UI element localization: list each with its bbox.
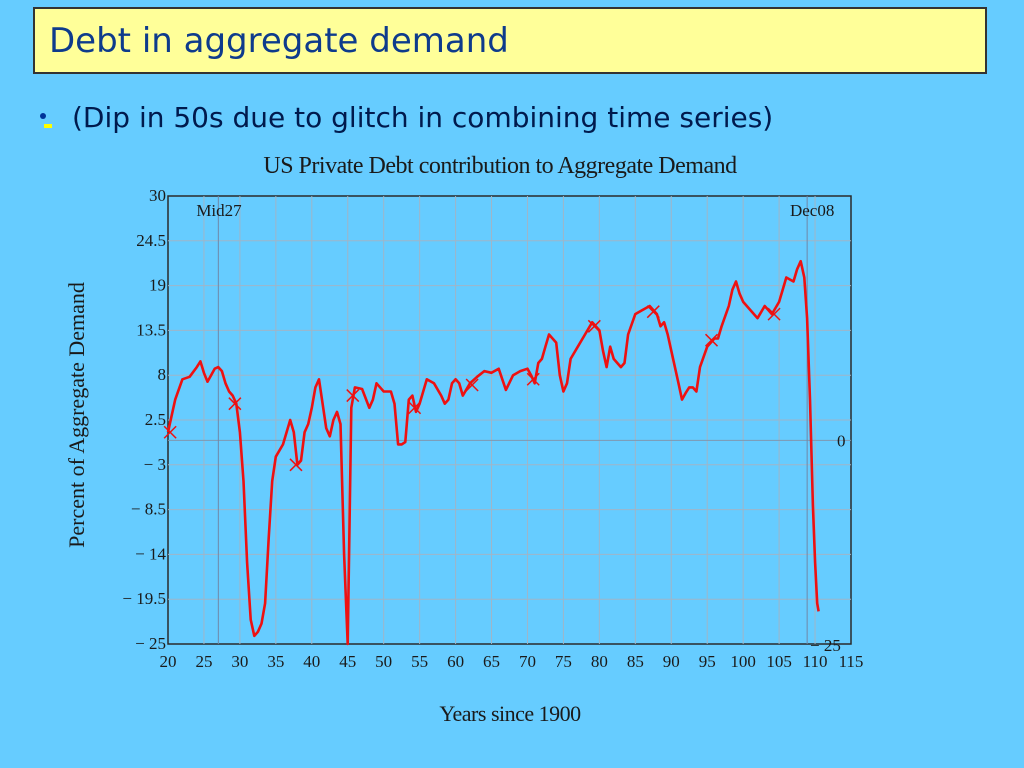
reference-lines	[168, 196, 851, 644]
series-marker	[163, 425, 177, 439]
y-tick-label: 19	[149, 276, 166, 295]
debt-series-line	[166, 259, 820, 646]
y-tick-label: 8	[158, 365, 167, 384]
bullet-text: (Dip in 50s due to glitch in combining t…	[72, 101, 774, 134]
slide-title: Debt in aggregate demand	[49, 21, 509, 61]
x-tick-label: 110	[803, 652, 828, 671]
marker-stroke	[767, 307, 781, 321]
x-tick-label: 60	[447, 652, 464, 671]
marker-stroke	[346, 389, 360, 403]
slide-title-box: Debt in aggregate demand	[33, 7, 987, 74]
marker-stroke	[704, 333, 719, 347]
series-marker	[767, 307, 781, 321]
series-marker	[704, 333, 719, 347]
x-tick-label: 85	[627, 652, 644, 671]
x-tick-label: 30	[231, 652, 248, 671]
y-tick-label: 24.5	[136, 231, 166, 250]
y-tick-label: − 3	[144, 455, 166, 474]
series-marker	[408, 401, 422, 415]
x-tick-label: 40	[303, 652, 320, 671]
x-tick-label: 80	[591, 652, 608, 671]
y-tick-label: 13.5	[136, 320, 166, 339]
series-marker	[646, 305, 660, 319]
bullet-dot	[40, 113, 46, 119]
series-marker	[465, 378, 479, 392]
right-min-label: − 25	[810, 636, 841, 655]
y-tick-label: − 14	[135, 544, 166, 563]
y-axis-label: Percent of Aggregate Demand	[64, 282, 89, 548]
marker-stroke	[408, 401, 422, 415]
x-tick-label: 25	[195, 652, 212, 671]
series-marker	[526, 372, 540, 386]
annotation-label: Mid27	[196, 201, 242, 220]
x-tick-label: 100	[730, 652, 756, 671]
x-tick-label: 55	[411, 652, 428, 671]
x-tick-label: 50	[375, 652, 392, 671]
marker-stroke	[646, 305, 660, 319]
series-marker	[228, 397, 242, 411]
y-tick-label: − 8.5	[131, 500, 166, 519]
chart-title: US Private Debt contribution to Aggregat…	[263, 153, 737, 179]
annotations: Mid27 Dec08 0 − 25	[196, 201, 845, 655]
marker-stroke	[163, 425, 177, 439]
marker-stroke	[289, 458, 303, 472]
x-tick-label: 95	[699, 652, 716, 671]
tick-labels: 20 25 30 35 40 45 50 55 60 65 70 75 80 85 90 95 100 105 11…	[122, 186, 863, 671]
y-tick-label: − 19.5	[122, 589, 166, 608]
x-tick-label: 20	[160, 652, 177, 671]
x-tick-label: 65	[483, 652, 500, 671]
annotation-label: Dec08	[790, 201, 834, 220]
x-axis-label: Years since 1900	[439, 701, 581, 726]
x-tick-label: 90	[663, 652, 680, 671]
marker-stroke	[228, 397, 242, 411]
series-marker	[289, 458, 303, 472]
marker-stroke	[526, 372, 540, 386]
x-tick-label: 45	[339, 652, 356, 671]
x-tick-label: 115	[839, 652, 864, 671]
grid	[168, 196, 851, 644]
y-tick-label: 30	[149, 186, 166, 205]
x-tick-label: 70	[519, 652, 536, 671]
series	[163, 259, 820, 646]
x-tick-label: 75	[555, 652, 572, 671]
y-tick-label: 2.5	[145, 410, 166, 429]
right-zero-label: 0	[837, 431, 846, 450]
y-tick-label: − 25	[135, 634, 166, 653]
x-tick-label: 35	[267, 652, 284, 671]
marker-stroke	[587, 319, 601, 333]
bullet-mark	[44, 124, 52, 128]
series-marker	[587, 319, 601, 333]
x-tick-label: 105	[766, 652, 792, 671]
series-marker	[346, 389, 360, 403]
marker-stroke	[465, 378, 479, 392]
